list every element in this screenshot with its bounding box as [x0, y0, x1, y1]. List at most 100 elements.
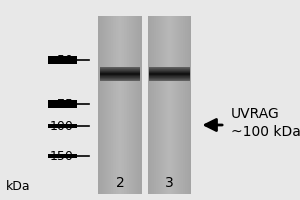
Bar: [100, 16, 101, 194]
Bar: [111, 16, 112, 194]
Bar: [162, 16, 163, 194]
Bar: [169, 16, 170, 194]
Bar: [124, 16, 125, 194]
Text: kDa: kDa: [6, 180, 31, 194]
Bar: [130, 16, 131, 194]
Bar: [153, 16, 154, 194]
Bar: [149, 79, 190, 80]
Bar: [187, 16, 188, 194]
Bar: [127, 16, 128, 194]
Bar: [119, 16, 120, 194]
Bar: [149, 67, 190, 68]
Bar: [157, 16, 158, 194]
Bar: [105, 16, 106, 194]
Bar: [184, 16, 185, 194]
Bar: [149, 73, 190, 74]
Bar: [100, 79, 140, 80]
Bar: [99, 16, 100, 194]
Bar: [149, 71, 190, 72]
Bar: [141, 16, 142, 194]
Bar: [138, 16, 139, 194]
Bar: [139, 16, 140, 194]
Bar: [106, 16, 107, 194]
Bar: [122, 16, 123, 194]
Bar: [48, 100, 76, 108]
Bar: [48, 56, 76, 64]
Bar: [121, 16, 122, 194]
Bar: [163, 16, 164, 194]
Bar: [100, 67, 140, 68]
Text: 3: 3: [165, 176, 174, 190]
Bar: [100, 77, 140, 78]
Bar: [123, 16, 124, 194]
Bar: [100, 69, 140, 70]
Bar: [179, 16, 180, 194]
Bar: [48, 154, 76, 158]
Bar: [154, 16, 155, 194]
Bar: [168, 16, 169, 194]
Bar: [125, 16, 126, 194]
Bar: [149, 72, 190, 73]
Bar: [149, 77, 190, 78]
Text: ~100 kDa: ~100 kDa: [231, 125, 300, 139]
Bar: [113, 16, 114, 194]
Bar: [148, 16, 149, 194]
Bar: [108, 16, 109, 194]
Bar: [100, 72, 140, 73]
Bar: [100, 16, 101, 194]
Bar: [131, 16, 132, 194]
Bar: [118, 16, 119, 194]
Bar: [149, 80, 190, 81]
Bar: [132, 16, 133, 194]
Bar: [172, 16, 173, 194]
Bar: [126, 16, 127, 194]
Text: 75: 75: [58, 98, 74, 110]
Bar: [149, 69, 190, 70]
Bar: [151, 16, 152, 194]
Bar: [135, 16, 136, 194]
Bar: [109, 16, 110, 194]
Bar: [100, 76, 140, 77]
Bar: [100, 70, 140, 71]
Bar: [128, 16, 129, 194]
Bar: [104, 16, 105, 194]
Bar: [107, 16, 108, 194]
Text: 100: 100: [50, 119, 74, 132]
Bar: [155, 16, 156, 194]
Bar: [171, 16, 172, 194]
Bar: [190, 16, 191, 194]
Bar: [175, 16, 176, 194]
Bar: [120, 16, 121, 194]
Text: 150: 150: [50, 150, 74, 162]
Bar: [100, 71, 140, 72]
Bar: [150, 16, 151, 194]
Bar: [48, 124, 76, 128]
Bar: [112, 16, 113, 194]
Bar: [173, 16, 174, 194]
Bar: [100, 78, 140, 79]
Bar: [98, 16, 99, 194]
Bar: [156, 16, 157, 194]
Bar: [149, 78, 190, 79]
Bar: [137, 16, 138, 194]
Bar: [160, 16, 161, 194]
Bar: [100, 80, 140, 81]
Bar: [149, 76, 190, 77]
Bar: [181, 16, 182, 194]
Bar: [159, 16, 160, 194]
Bar: [102, 16, 103, 194]
Bar: [100, 75, 140, 76]
Bar: [149, 70, 190, 71]
Bar: [103, 16, 104, 194]
Bar: [186, 16, 187, 194]
Bar: [164, 16, 165, 194]
Bar: [114, 16, 115, 194]
Bar: [149, 16, 150, 194]
Bar: [149, 74, 190, 75]
Bar: [185, 16, 186, 194]
Bar: [101, 16, 102, 194]
Bar: [140, 16, 141, 194]
Bar: [116, 16, 117, 194]
Bar: [161, 16, 162, 194]
Bar: [158, 16, 159, 194]
